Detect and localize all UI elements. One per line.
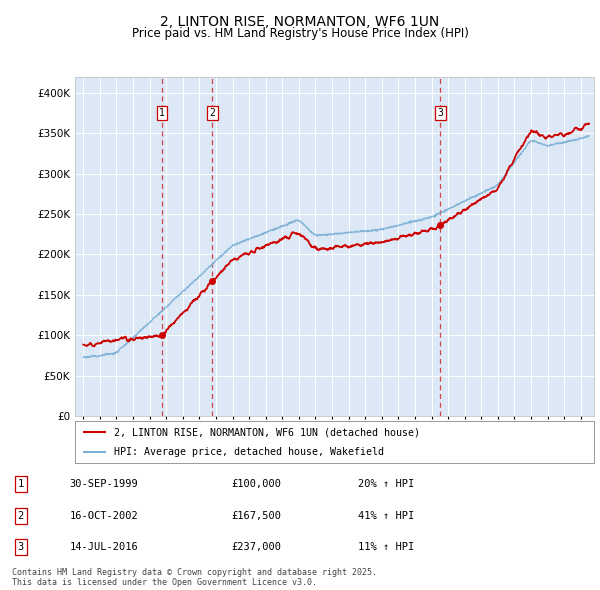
Text: 14-JUL-2016: 14-JUL-2016 [70, 542, 139, 552]
Text: £100,000: £100,000 [231, 479, 281, 489]
Text: 2: 2 [17, 511, 24, 520]
Text: 30-SEP-1999: 30-SEP-1999 [70, 479, 139, 489]
Text: £237,000: £237,000 [231, 542, 281, 552]
Text: Contains HM Land Registry data © Crown copyright and database right 2025.
This d: Contains HM Land Registry data © Crown c… [12, 568, 377, 587]
Text: Price paid vs. HM Land Registry's House Price Index (HPI): Price paid vs. HM Land Registry's House … [131, 27, 469, 40]
Text: 16-OCT-2002: 16-OCT-2002 [70, 511, 139, 520]
Text: HPI: Average price, detached house, Wakefield: HPI: Average price, detached house, Wake… [114, 447, 384, 457]
Text: 20% ↑ HPI: 20% ↑ HPI [358, 479, 414, 489]
Text: 41% ↑ HPI: 41% ↑ HPI [358, 511, 414, 520]
Text: 2, LINTON RISE, NORMANTON, WF6 1UN: 2, LINTON RISE, NORMANTON, WF6 1UN [160, 15, 440, 29]
Text: £167,500: £167,500 [231, 511, 281, 520]
Text: 1: 1 [17, 479, 24, 489]
Text: 2: 2 [209, 108, 215, 118]
Text: 11% ↑ HPI: 11% ↑ HPI [358, 542, 414, 552]
Text: 1: 1 [159, 108, 165, 118]
Text: 3: 3 [437, 108, 443, 118]
Text: 3: 3 [17, 542, 24, 552]
Text: 2, LINTON RISE, NORMANTON, WF6 1UN (detached house): 2, LINTON RISE, NORMANTON, WF6 1UN (deta… [114, 427, 420, 437]
